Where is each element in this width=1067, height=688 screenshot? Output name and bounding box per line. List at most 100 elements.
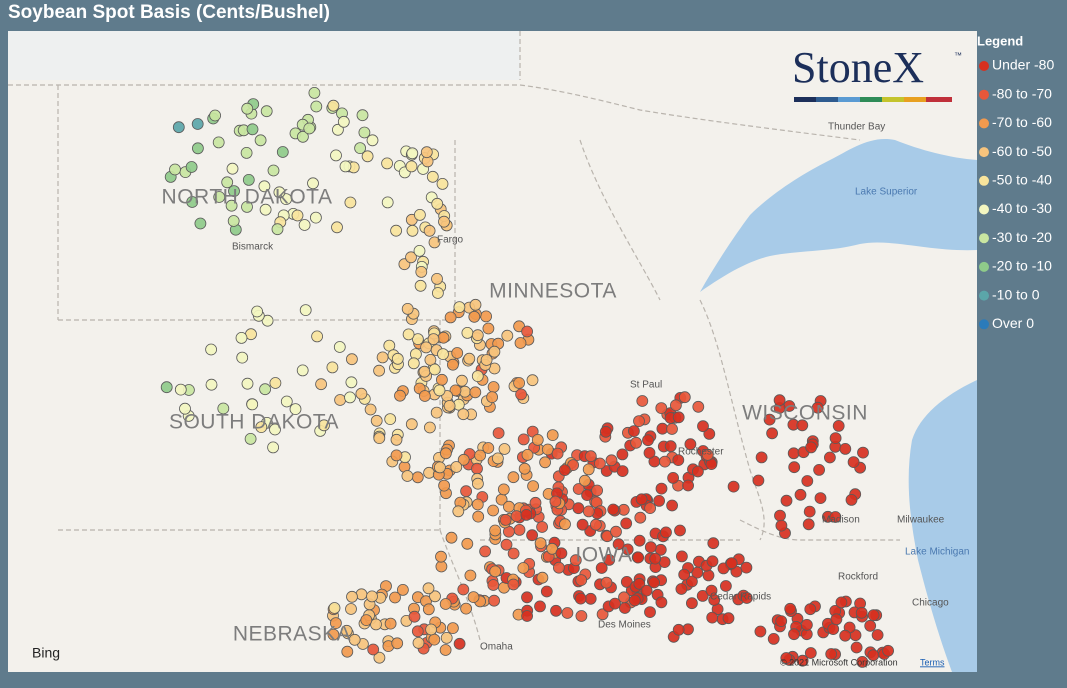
location-dot — [829, 511, 842, 523]
location-dot — [582, 463, 595, 476]
location-dot — [296, 364, 309, 377]
location-dot — [468, 310, 481, 323]
location-dot — [594, 457, 606, 470]
location-dot — [191, 142, 204, 155]
location-dot — [433, 384, 446, 397]
location-dot — [607, 503, 620, 516]
location-dot — [670, 399, 682, 412]
location-dot — [774, 509, 786, 522]
location-dot — [373, 432, 386, 445]
location-dot — [674, 524, 686, 537]
location-dot — [644, 541, 657, 554]
location-dot — [489, 524, 502, 537]
location-dot — [418, 365, 431, 378]
location-dot — [450, 461, 463, 473]
map: NORTH DAKOTA SOUTH DAKOTA MINNESOTA WISC… — [8, 31, 977, 672]
location-dot — [660, 526, 672, 539]
location-dot — [649, 552, 662, 565]
location-dot — [643, 446, 656, 459]
location-dot — [431, 287, 444, 299]
location-dot — [435, 550, 447, 563]
location-dot — [329, 617, 342, 629]
city-label: Fargo — [437, 235, 464, 246]
location-dot — [205, 378, 218, 391]
location-dot — [235, 331, 248, 344]
city-label: St Paul — [630, 380, 662, 391]
location-dot — [364, 403, 377, 416]
location-dot — [464, 569, 477, 582]
location-dot — [540, 585, 553, 598]
location-dot — [423, 224, 436, 237]
location-dot — [433, 461, 446, 474]
location-dot — [479, 545, 492, 558]
location-dot — [549, 495, 562, 508]
location-dot — [407, 357, 420, 370]
location-dot — [174, 383, 187, 396]
location-dot — [418, 390, 431, 402]
location-dot — [428, 236, 441, 249]
legend-label: -60 to -50 — [992, 143, 1052, 159]
location-dot — [296, 130, 309, 143]
location-dot — [802, 518, 815, 531]
location-dot — [635, 493, 648, 506]
location-dot — [444, 311, 457, 324]
location-dot — [259, 383, 272, 396]
location-dot — [672, 454, 685, 467]
location-dot — [510, 510, 523, 522]
location-dot — [491, 452, 504, 465]
location-dot — [381, 196, 394, 209]
legend-swatch — [979, 204, 989, 215]
location-dot — [763, 413, 776, 426]
title: Soybean Spot Basis (Cents/Bushel) — [8, 2, 330, 23]
legend-label: -50 to -40 — [992, 172, 1052, 188]
location-dot — [655, 482, 668, 495]
location-dot — [461, 326, 474, 339]
location-dot — [555, 547, 568, 560]
water-label: Lake Michigan — [905, 547, 969, 558]
location-dot — [381, 157, 394, 170]
location-dot — [575, 574, 588, 586]
location-dot — [531, 433, 544, 446]
location-dot — [354, 142, 367, 155]
location-dot — [686, 575, 698, 588]
location-dot — [498, 443, 511, 455]
location-dot — [521, 610, 533, 622]
location-dot — [389, 591, 401, 604]
location-dot — [551, 447, 564, 460]
copyright: © 2021 Microsoft Corporation — [780, 657, 898, 667]
location-dot — [882, 644, 894, 657]
location-dot — [871, 629, 884, 641]
location-dot — [655, 402, 668, 415]
location-dot — [855, 606, 868, 619]
location-dot — [236, 351, 249, 364]
location-dot — [590, 518, 602, 531]
state-label: IOWA — [575, 544, 632, 567]
location-dot — [269, 423, 281, 436]
terms-link[interactable]: Terms — [920, 657, 945, 667]
location-dot — [707, 537, 720, 550]
location-dot — [632, 551, 645, 564]
lake-michigan — [908, 380, 977, 672]
location-dot — [254, 134, 267, 147]
location-dot — [318, 419, 330, 432]
location-dot — [507, 471, 520, 484]
bing-logo: Bing — [32, 645, 60, 661]
logo-mark: ™ — [954, 51, 962, 60]
location-dot — [576, 518, 589, 531]
location-dot — [780, 494, 793, 507]
location-dot — [796, 419, 809, 432]
location-dot — [784, 602, 797, 615]
location-dot — [591, 484, 603, 497]
location-dot — [775, 615, 788, 627]
location-dot — [682, 479, 694, 492]
location-dot — [603, 554, 616, 566]
location-dot — [240, 146, 253, 159]
location-dot — [706, 611, 719, 624]
location-dot — [561, 607, 574, 619]
legend-label: -20 to -10 — [992, 258, 1052, 274]
location-dot — [766, 427, 778, 440]
location-dot — [752, 474, 765, 487]
location-dot — [327, 99, 340, 112]
logo: StoneX ™ — [792, 43, 962, 102]
location-dot — [414, 279, 427, 292]
